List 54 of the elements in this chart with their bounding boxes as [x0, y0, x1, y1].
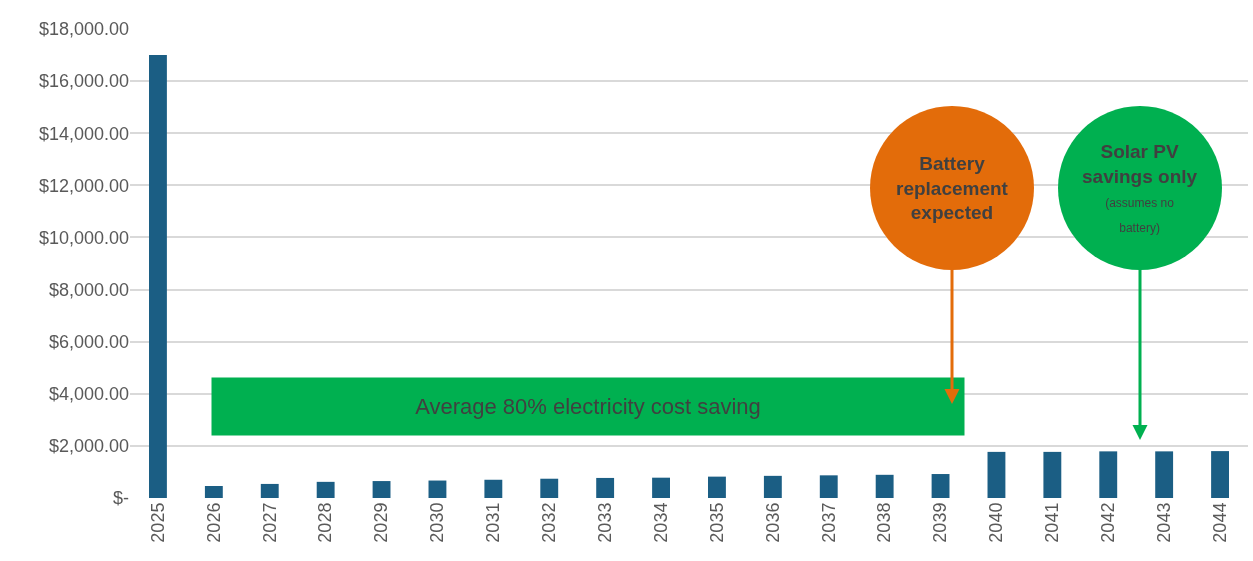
bar [149, 55, 167, 498]
y-tick-label: $- [112, 488, 129, 509]
bar [875, 474, 894, 498]
bar [372, 481, 391, 498]
x-tick-label: 2035 [706, 502, 727, 543]
bar [540, 478, 559, 498]
bar [987, 451, 1006, 498]
x-tick-label: 2042 [1098, 502, 1119, 543]
x-tick-label: 2043 [1154, 502, 1174, 543]
x-tick-label: 2027 [259, 502, 280, 543]
bar [260, 483, 279, 498]
x-tick-label: 2041 [1042, 502, 1063, 543]
x-tick-label: 2033 [595, 502, 615, 543]
bar [1211, 451, 1229, 498]
x-tick-label: 2029 [371, 502, 392, 543]
y-tick-label: $14,000.00 [38, 123, 129, 144]
x-tick-label: 2026 [203, 502, 224, 543]
annotation: Battery replacement expected [896, 153, 1009, 224]
bar [931, 474, 950, 498]
annotation: Average 80% electricity cost saving [415, 394, 761, 419]
bar [1099, 451, 1118, 498]
annotation: (assumes no battery) [1105, 196, 1175, 236]
y-tick-label: $18,000.00 [38, 19, 129, 40]
x-tick-label: 2028 [315, 502, 336, 543]
y-tick-label: $2,000.00 [48, 436, 129, 457]
y-tick-label: $8,000.00 [48, 279, 129, 300]
x-tick-label: 2032 [539, 502, 560, 543]
bar [1155, 451, 1174, 498]
x-tick-label: 2044 [1209, 502, 1230, 543]
x-tick-label: 2034 [650, 502, 671, 543]
y-tick-label: $12,000.00 [38, 175, 129, 196]
bar [652, 477, 670, 498]
y-tick-label: $6,000.00 [48, 331, 129, 352]
bar [1043, 451, 1062, 498]
bar [708, 476, 726, 498]
bar [763, 475, 782, 498]
x-tick-label: 2036 [762, 502, 783, 543]
x-tick-label: 2038 [874, 502, 895, 543]
bar [596, 477, 615, 498]
y-tick-label: $10,000.00 [38, 227, 129, 248]
y-tick-label: $16,000.00 [38, 71, 129, 92]
bar [819, 475, 838, 498]
annotation: Solar PV savings only [1082, 141, 1198, 187]
x-tick-label: 2030 [427, 502, 448, 543]
x-tick-label: 2039 [930, 502, 951, 543]
y-tick-label: $4,000.00 [48, 384, 129, 405]
x-tick-label: 2031 [483, 502, 504, 543]
bar [204, 486, 223, 498]
bar [428, 480, 447, 498]
x-tick-label: 2025 [147, 502, 168, 543]
x-tick-label: 2037 [818, 502, 839, 543]
bar [484, 479, 503, 498]
bar [316, 481, 335, 498]
x-tick-label: 2040 [986, 502, 1007, 543]
